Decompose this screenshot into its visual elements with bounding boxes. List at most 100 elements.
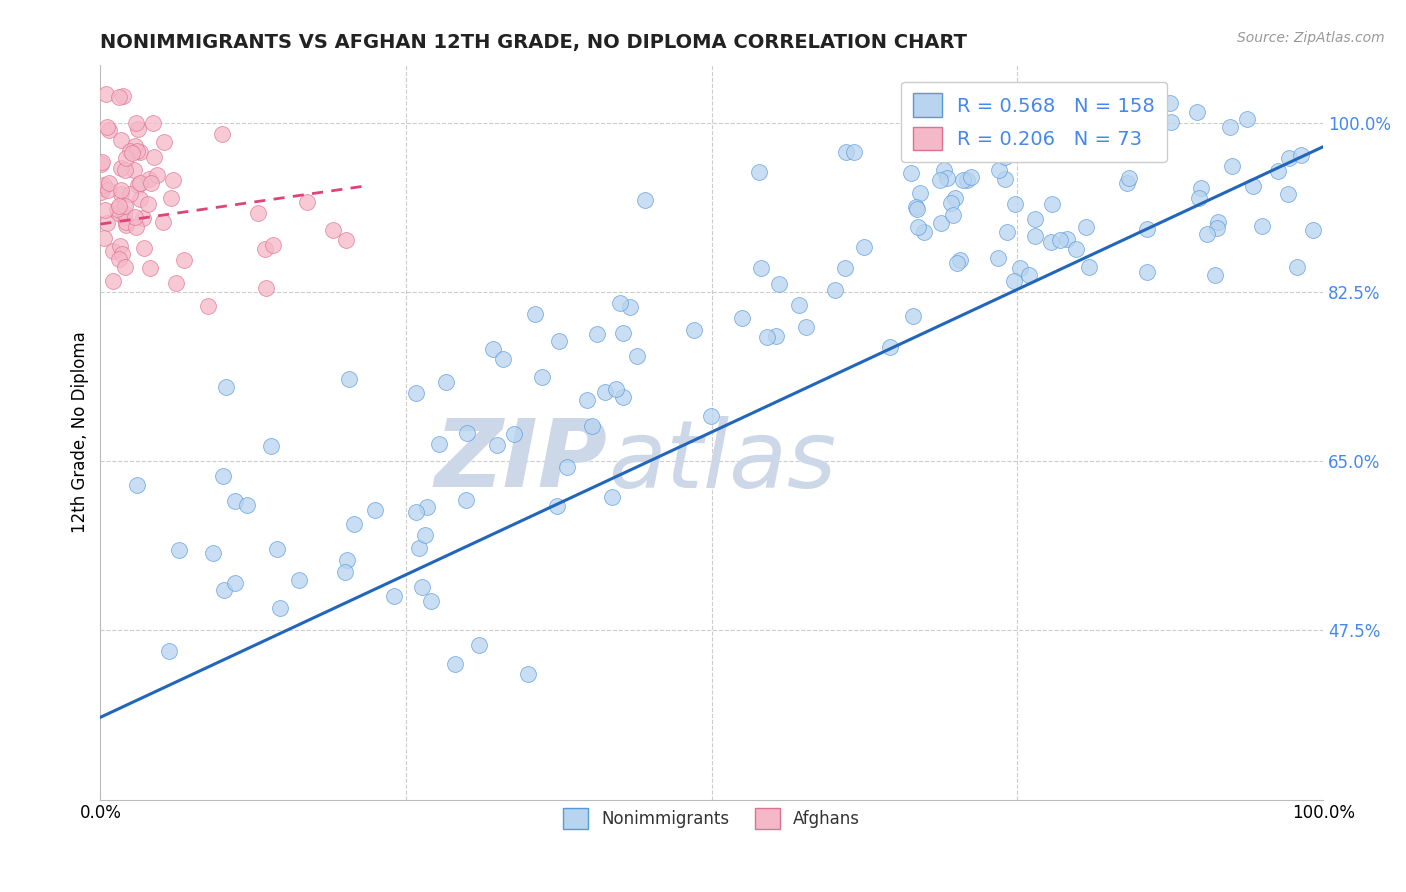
Point: [1010, 260, 1032, 275]
Point: [215, 380, 238, 394]
Point: [1185, 105, 1208, 120]
Point: [546, 499, 568, 513]
Point: [993, 109, 1015, 123]
Point: [434, 375, 457, 389]
Point: [122, 162, 145, 177]
Point: [297, 195, 319, 210]
Point: [93, 178, 115, 193]
Point: [169, 543, 191, 558]
Point: [1188, 191, 1211, 205]
Point: [125, 478, 148, 492]
Point: [994, 171, 1017, 186]
Point: [96, 216, 118, 230]
Point: [1101, 110, 1123, 124]
Point: [1074, 140, 1097, 154]
Point: [1001, 107, 1024, 121]
Point: [260, 439, 283, 453]
Point: [503, 427, 526, 442]
Point: [1035, 136, 1057, 150]
Point: [405, 385, 427, 400]
Point: [142, 115, 165, 129]
Point: [755, 330, 778, 344]
Point: [105, 202, 128, 216]
Point: [96, 120, 118, 134]
Point: [1040, 196, 1063, 211]
Point: [1302, 222, 1324, 236]
Point: [364, 503, 387, 517]
Point: [121, 146, 143, 161]
Point: [108, 252, 131, 266]
Point: [995, 225, 1018, 239]
Point: [1070, 142, 1092, 156]
Point: [98, 177, 121, 191]
Point: [959, 127, 981, 141]
Point: [921, 120, 943, 134]
Point: [852, 240, 875, 254]
Point: [408, 541, 430, 556]
Point: [943, 191, 966, 205]
Point: [626, 349, 648, 363]
Point: [254, 243, 277, 257]
Point: [1017, 120, 1039, 134]
Point: [612, 391, 634, 405]
Point: [600, 490, 623, 504]
Point: [1018, 268, 1040, 282]
Point: [834, 260, 856, 275]
Point: [946, 256, 969, 270]
Point: [160, 191, 183, 205]
Point: [994, 150, 1017, 164]
Point: [593, 384, 616, 399]
Point: [1136, 265, 1159, 279]
Point: [1024, 212, 1046, 227]
Point: [905, 200, 928, 214]
Point: [111, 89, 134, 103]
Point: [548, 334, 571, 348]
Point: [337, 372, 360, 386]
Point: [468, 638, 491, 652]
Point: [101, 274, 124, 288]
Point: [634, 193, 657, 207]
Point: [127, 178, 149, 192]
Point: [456, 425, 478, 440]
Point: [612, 326, 634, 341]
Point: [173, 252, 195, 267]
Point: [111, 247, 134, 261]
Point: [1115, 176, 1137, 190]
Point: [1077, 260, 1099, 274]
Point: [908, 186, 931, 201]
Point: [835, 145, 858, 159]
Point: [416, 500, 439, 515]
Point: [94, 87, 117, 101]
Y-axis label: 12th Grade, No Diploma: 12th Grade, No Diploma: [72, 331, 89, 533]
Point: [749, 261, 772, 276]
Point: [110, 239, 132, 253]
Point: [128, 192, 150, 206]
Point: [269, 600, 291, 615]
Point: [138, 260, 160, 275]
Point: [1241, 178, 1264, 193]
Point: [1118, 170, 1140, 185]
Point: [262, 237, 284, 252]
Point: [1277, 187, 1299, 202]
Point: [1136, 222, 1159, 236]
Point: [1118, 128, 1140, 142]
Point: [942, 208, 965, 222]
Text: atlas: atlas: [607, 416, 837, 507]
Point: [900, 166, 922, 180]
Point: [959, 145, 981, 159]
Point: [165, 276, 187, 290]
Point: [1069, 114, 1091, 128]
Point: [956, 172, 979, 186]
Point: [912, 225, 935, 239]
Point: [1251, 219, 1274, 233]
Text: Source: ZipAtlas.com: Source: ZipAtlas.com: [1237, 31, 1385, 45]
Point: [844, 145, 866, 159]
Point: [929, 172, 952, 186]
Point: [90, 157, 112, 171]
Point: [224, 575, 246, 590]
Point: [768, 277, 790, 291]
Point: [523, 307, 546, 321]
Point: [1004, 197, 1026, 211]
Point: [124, 139, 146, 153]
Point: [132, 211, 155, 226]
